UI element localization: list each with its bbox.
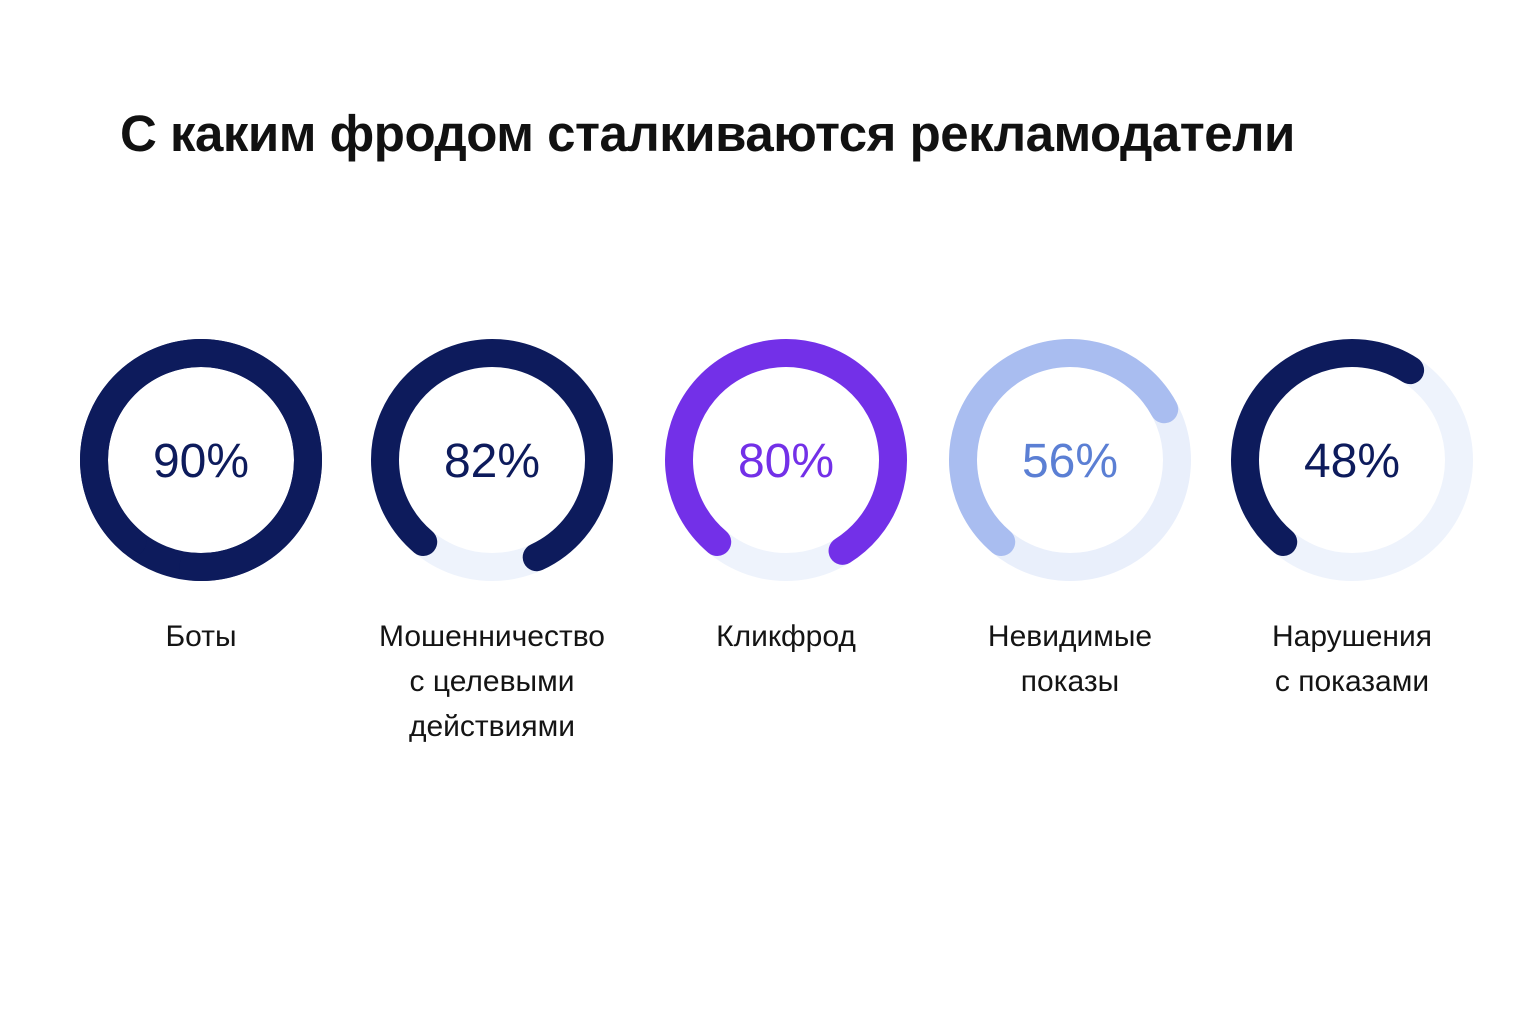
donut-arc-item-2 [370, 339, 613, 581]
percent-label-item-2: 82% [444, 435, 540, 488]
donut-arc-item-3 [665, 339, 907, 581]
percent-label-item-5: 48% [1304, 435, 1400, 488]
donut-arc-item-4 [949, 339, 1191, 581]
donut-arc-item-5 [1230, 339, 1473, 581]
donut-arc-item-1 [79, 339, 322, 581]
percent-label-item-4: 56% [1022, 435, 1118, 488]
page-title: С каким фродом сталкиваются рекламодател… [120, 105, 1295, 162]
percent-label-item-1: 90% [153, 435, 249, 488]
percent-label-item-3: 80% [738, 435, 834, 488]
